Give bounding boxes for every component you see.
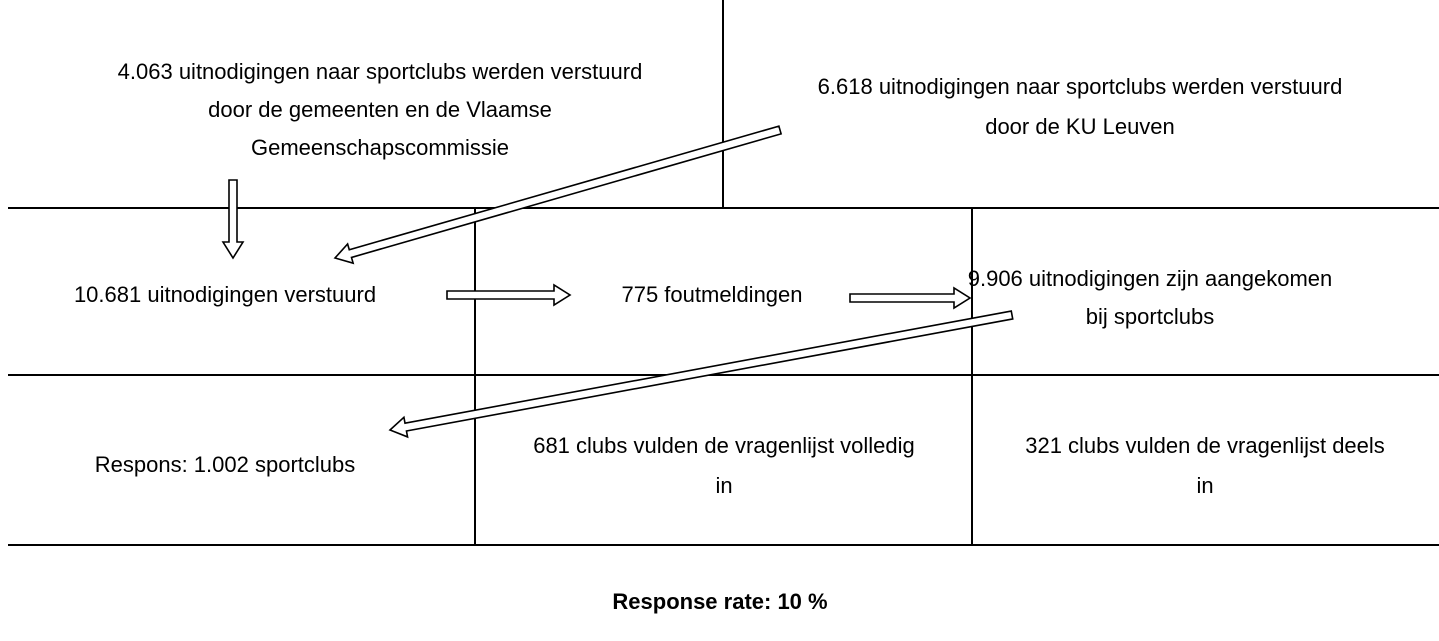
cell-text: Gemeenschapscommissie [251,135,509,160]
arrow [446,283,572,307]
cell-text: 4.063 uitnodigingen naar sportclubs werd… [118,59,643,84]
cell-text: in [715,473,732,498]
arrow [849,286,972,310]
cell-text: 10.681 uitnodigingen verstuurd [74,282,376,307]
cell-text: door de KU Leuven [985,114,1175,139]
arrow [333,125,783,265]
cell-text: 6.618 uitnodigingen naar sportclubs werd… [818,74,1343,99]
arrow [221,179,245,260]
cell-text: 9.906 uitnodigingen zijn aangekomen [968,266,1333,291]
cell-text: in [1196,473,1213,498]
footer: Response rate: 10 % [612,589,827,614]
cell-text: Respons: 1.002 sportclubs [95,452,356,477]
cell-text: 321 clubs vulden de vragenlijst deels [1025,433,1385,458]
cell-text: door de gemeenten en de Vlaamse [208,97,552,122]
cell-text: 681 clubs vulden de vragenlijst volledig [533,433,915,458]
cell-text: 775 foutmeldingen [621,282,802,307]
cell-text: bij sportclubs [1086,304,1214,329]
arrow [388,310,1014,439]
